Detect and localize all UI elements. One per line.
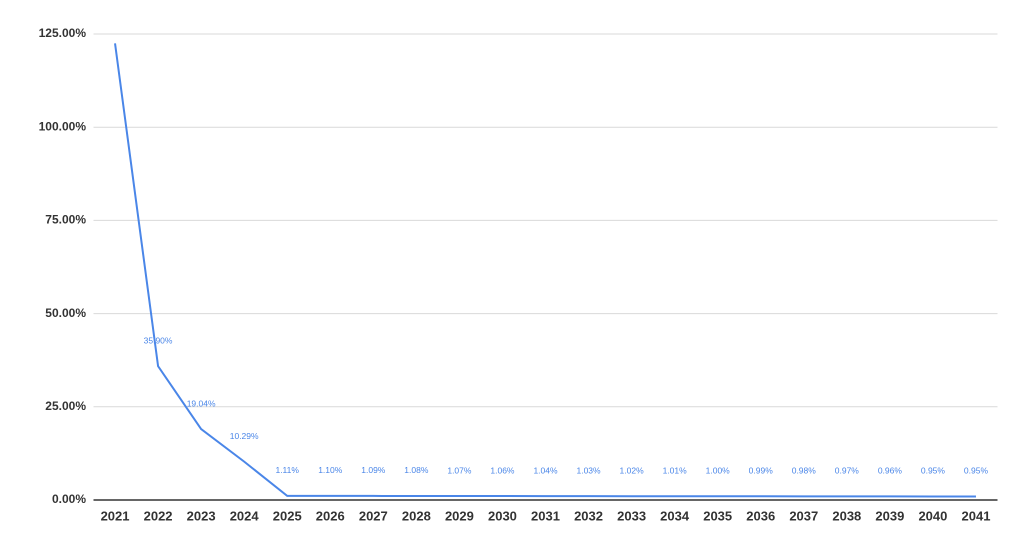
data-label: 1.00% — [706, 466, 731, 476]
x-tick-label: 2021 — [101, 508, 130, 523]
data-label: 0.97% — [835, 466, 860, 476]
x-tick-label: 2039 — [875, 508, 904, 523]
x-tick-label: 2034 — [660, 508, 690, 523]
x-tick-label: 2035 — [703, 508, 732, 523]
data-label: 19.04% — [187, 398, 216, 408]
data-label: 0.95% — [964, 466, 989, 476]
x-tick-label: 2037 — [789, 508, 818, 523]
x-tick-label: 2029 — [445, 508, 474, 523]
data-label: 0.99% — [749, 466, 774, 476]
x-tick-label: 2038 — [832, 508, 861, 523]
data-label: 1.07% — [447, 465, 472, 475]
x-tick-label: 2040 — [918, 508, 947, 523]
data-label: 1.10% — [318, 465, 343, 475]
x-tick-label: 2033 — [617, 508, 646, 523]
data-label: 0.95% — [921, 466, 946, 476]
data-label: 35.90% — [144, 335, 173, 345]
x-tick-label: 2041 — [962, 508, 991, 523]
data-label: 1.02% — [620, 465, 645, 475]
data-label: 1.11% — [275, 465, 299, 475]
y-tick-label: 0.00% — [52, 492, 86, 506]
data-label: 0.98% — [792, 466, 817, 476]
x-tick-label: 2026 — [316, 508, 345, 523]
x-tick-label: 2023 — [187, 508, 216, 523]
x-tick-label: 2032 — [574, 508, 603, 523]
data-label: 1.06% — [490, 465, 515, 475]
x-tick-label: 2027 — [359, 508, 388, 523]
y-tick-label: 50.00% — [45, 306, 86, 320]
x-tick-label: 2031 — [531, 508, 560, 523]
x-tick-label: 2030 — [488, 508, 517, 523]
data-label: 1.08% — [404, 465, 429, 475]
y-tick-label: 125.00% — [39, 26, 87, 40]
data-label: 1.04% — [533, 465, 558, 475]
x-tick-label: 2022 — [144, 508, 173, 523]
data-label: 0.96% — [878, 466, 903, 476]
data-label: 1.09% — [361, 465, 386, 475]
x-tick-label: 2024 — [230, 508, 260, 523]
y-tick-label: 25.00% — [45, 399, 86, 413]
data-label: 1.03% — [576, 465, 601, 475]
x-tick-label: 2036 — [746, 508, 775, 523]
y-tick-label: 100.00% — [39, 119, 87, 133]
data-label: 10.29% — [230, 431, 259, 441]
x-tick-label: 2025 — [273, 508, 302, 523]
line — [114, 43, 976, 498]
x-tick-label: 2028 — [402, 508, 431, 523]
y-tick-label: 75.00% — [45, 213, 86, 227]
data-label: 1.01% — [663, 465, 688, 475]
